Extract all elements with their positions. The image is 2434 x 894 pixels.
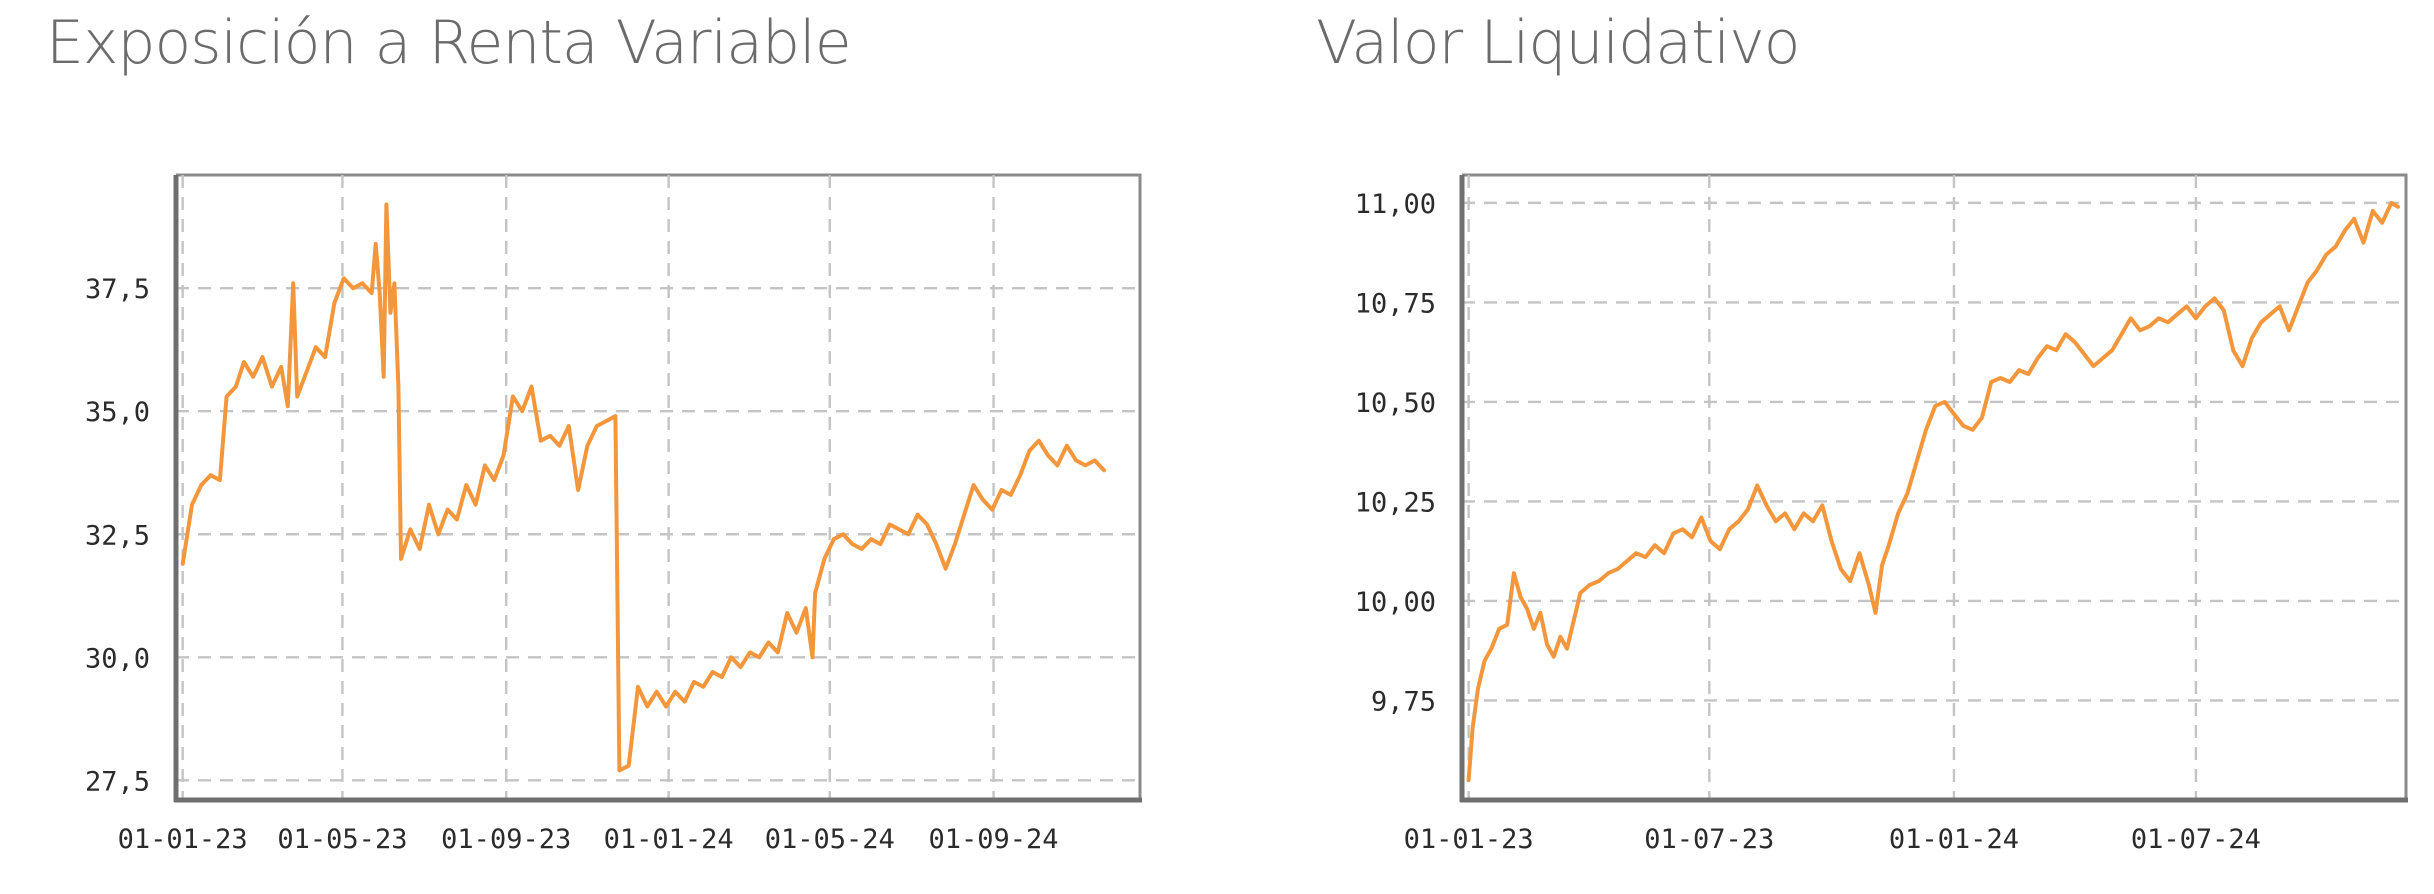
equity-plot-frame xyxy=(176,173,1142,800)
equity-x-tick-label: 01-01-23 xyxy=(118,824,248,855)
nav-y-tick-label: 11,00 xyxy=(1355,189,1436,220)
equity-y-tick-label: 32,5 xyxy=(85,520,150,551)
nav-y-tick-label: 10,25 xyxy=(1355,487,1436,518)
nav-y-tick-label: 10,75 xyxy=(1355,288,1436,319)
equity-y-tick-label: 27,5 xyxy=(85,766,150,797)
equity-x-tick-label: 01-05-23 xyxy=(277,824,407,855)
nav-plot-frame xyxy=(1462,173,2408,800)
chart-title-net-asset-value: Valor Liquidativo xyxy=(1316,8,1800,78)
equity-x-tick-label: 01-01-24 xyxy=(604,824,734,855)
equity-x-tick-label: 01-05-24 xyxy=(765,824,895,855)
nav-x-tick-label: 01-07-23 xyxy=(1644,824,1774,855)
nav-x-tick-label: 01-07-24 xyxy=(2131,824,2261,855)
nav-y-tick-label: 10,00 xyxy=(1355,587,1436,618)
equity-x-tick-label: 01-09-23 xyxy=(441,824,571,855)
equity-x-tick-label: 01-09-24 xyxy=(929,824,1059,855)
equity-y-tick-label: 30,0 xyxy=(85,643,150,674)
equity-y-tick-label: 37,5 xyxy=(85,274,150,305)
nav-x-tick-label: 01-01-23 xyxy=(1404,824,1534,855)
nav-y-tick-label: 10,50 xyxy=(1355,388,1436,419)
equity-series-line xyxy=(180,202,1106,773)
nav-x-tick-label: 01-01-24 xyxy=(1889,824,2019,855)
equity-y-tick-label: 35,0 xyxy=(85,397,150,428)
nav-series-line xyxy=(1466,200,2400,783)
chart-title-equity-exposure: Exposición a Renta Variable xyxy=(46,8,852,78)
nav-y-tick-label: 9,75 xyxy=(1371,686,1436,717)
